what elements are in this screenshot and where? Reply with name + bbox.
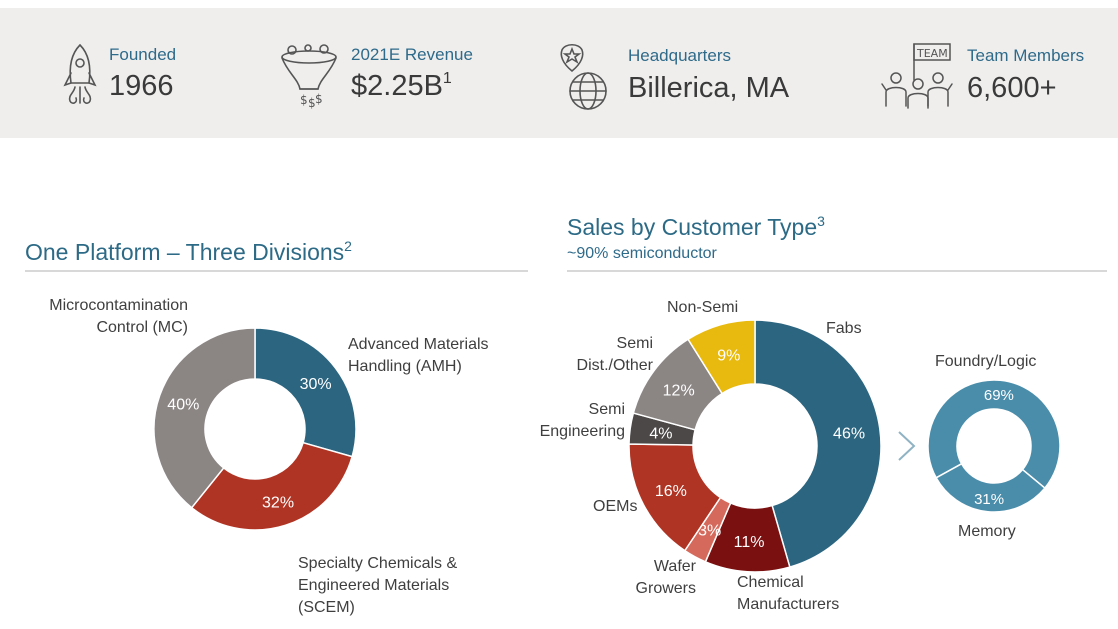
label-foundry: Foundry/Logic xyxy=(935,353,1037,370)
label-semi-dist: Semi Dist./Other xyxy=(576,335,653,374)
stat-hq-value: Billerica, MA xyxy=(628,72,790,104)
slice-amh xyxy=(254,327,357,458)
stat-team-label: Team Members xyxy=(967,46,1085,65)
slice-oems-value: 16% xyxy=(655,483,687,500)
slice-foundry-logic-value: 69% xyxy=(984,387,1014,404)
team-flag-text: TEAM xyxy=(916,47,948,60)
slice-foundry-logic xyxy=(927,379,1061,490)
slice-chemical-mfr-value: 11% xyxy=(734,534,765,551)
svg-text:$: $ xyxy=(308,96,316,109)
right-section-rule xyxy=(567,270,1107,272)
label-oems: OEMs xyxy=(593,498,638,515)
slice-scem xyxy=(190,441,354,531)
slice-wafer-growers-value: 3% xyxy=(698,522,721,539)
slice-mc-value: 40% xyxy=(167,397,199,414)
stat-team-value: 6,600+ xyxy=(967,72,1057,104)
slice-mc xyxy=(153,327,256,509)
label-nonsemi: Non-Semi xyxy=(667,299,739,316)
rocket-icon xyxy=(63,43,97,104)
left-section-rule xyxy=(25,270,528,272)
slice-fabs-value: 46% xyxy=(833,426,865,443)
chevron-right-icon xyxy=(898,431,916,461)
slice-non-semi xyxy=(687,319,756,395)
label-fabs: Fabs xyxy=(826,320,862,337)
label-semi-eng: Semi Engineering xyxy=(539,401,625,440)
team-flag-icon: TEAM xyxy=(881,43,953,109)
left-section-title: One Platform – Three Divisions2 xyxy=(25,238,352,265)
right-section-subtitle: ~90% semiconductor xyxy=(567,245,717,262)
stat-revenue-value: $2.25B1 xyxy=(351,70,452,102)
slice-memory xyxy=(935,462,1046,513)
label-wafer: Wafer Growers xyxy=(635,558,696,597)
svg-text:$: $ xyxy=(315,92,323,106)
slice-memory-value: 31% xyxy=(974,491,1004,508)
slice-fabs xyxy=(754,319,882,569)
stat-founded-label: Founded xyxy=(109,45,177,64)
slice-non-semi-value: 9% xyxy=(717,348,740,365)
slice-amh-value: 30% xyxy=(300,376,332,393)
label-amh: Advanced Materials Handling (AMH) xyxy=(348,336,489,375)
label-scem: Specialty Chemicals & Engineered Material… xyxy=(298,555,458,616)
stat-revenue-label: 2021E Revenue xyxy=(351,45,473,64)
slice-semi-dist-value: 12% xyxy=(663,382,695,399)
stat-founded-value: 1966 xyxy=(109,70,174,102)
stats-bar: Founded 1966 $ $ $ 2021E Revenue $2.25B1… xyxy=(0,8,1118,138)
slice-semi-eng-value: 4% xyxy=(649,426,672,443)
label-mc: Microcontamination Control (MC) xyxy=(49,297,188,336)
svg-text:$: $ xyxy=(300,93,308,107)
globe-star-pin-icon xyxy=(560,43,607,110)
label-memory: Memory xyxy=(958,523,1016,540)
funnel-money-icon: $ $ $ xyxy=(281,44,337,109)
right-section-title: Sales by Customer Type3 xyxy=(567,213,825,240)
slice-scem-value: 32% xyxy=(262,494,294,511)
stat-hq-label: Headquarters xyxy=(628,46,732,65)
label-chem: Chemical Manufacturers xyxy=(737,574,840,613)
